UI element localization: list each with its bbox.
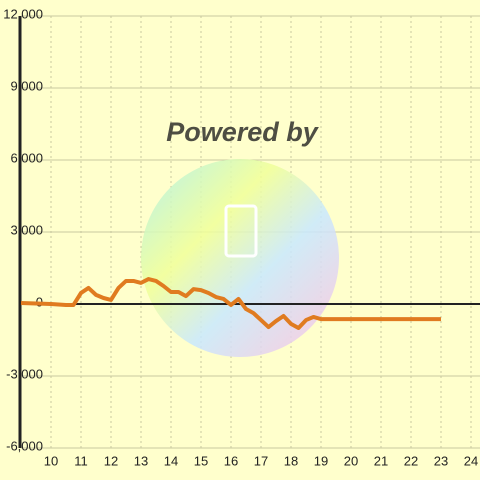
x-tick-label: 21 <box>374 453 388 468</box>
x-tick-label: 18 <box>284 453 298 468</box>
x-tick-label: 16 <box>224 453 238 468</box>
x-tick-label: 15 <box>194 453 208 468</box>
watermark: Powered by <box>166 117 320 147</box>
x-tick-label: 22 <box>404 453 418 468</box>
x-tick-label: 20 <box>344 453 358 468</box>
y-tick-label: -3,000 <box>6 366 43 381</box>
y-tick-label: -6,000 <box>6 438 43 453</box>
watermark-logo <box>141 159 339 357</box>
watermark-icon <box>224 204 258 258</box>
x-tick-label: 24 <box>464 453 478 468</box>
x-tick-label: 17 <box>254 453 268 468</box>
y-tick-label: 12,000 <box>3 6 43 21</box>
x-tick-label: 23 <box>434 453 448 468</box>
data-line <box>20 277 441 330</box>
x-tick-label: 10 <box>44 453 58 468</box>
y-tick-label: 6,000 <box>10 150 43 165</box>
x-tick-label: 11 <box>74 453 88 468</box>
x-tick-label: 14 <box>164 453 178 468</box>
x-tick-label: 12 <box>104 453 118 468</box>
y-tick-label: 9,000 <box>10 78 43 93</box>
x-tick-label: 19 <box>314 453 328 468</box>
x-tick-label: 13 <box>134 453 148 468</box>
y-tick-label: 3,000 <box>10 222 43 237</box>
